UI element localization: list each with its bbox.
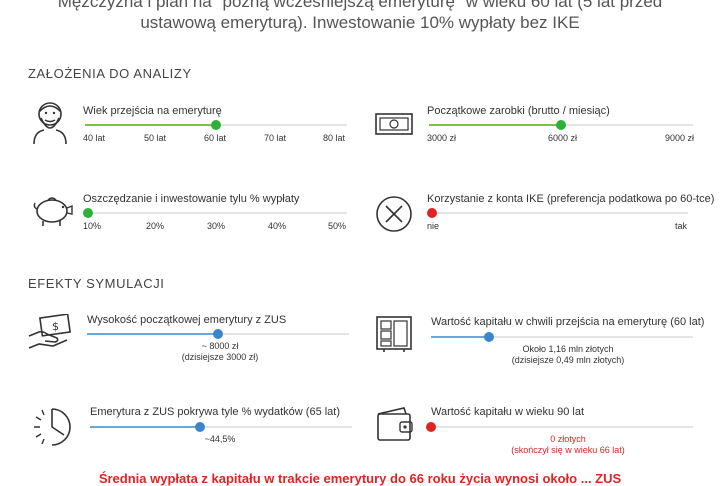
savings-tick-40: 40% (268, 221, 287, 231)
salary-slider-track[interactable] (429, 120, 693, 130)
age-slider-handle[interactable] (211, 120, 221, 130)
page-title-line-2: ustawową emeryturą). Inwestowanie 10% wy… (140, 13, 580, 32)
zus-pension-value: ~ 8000 zł (201, 341, 239, 351)
salary-slider-fill (429, 124, 561, 126)
capital-retirement-today-value: (dzisiejsze 0,49 mln złotych) (511, 355, 625, 365)
piggy-bank-icon (33, 197, 73, 226)
effects-heading: EFEKTY SYMULACJI (28, 276, 165, 291)
savings-tick-10: 10% (83, 221, 102, 231)
savings-slider-track[interactable] (83, 208, 347, 218)
salary-tick-9000: 9000 zł (665, 133, 695, 143)
capital-retirement-track (431, 332, 693, 342)
coverage-marker (195, 422, 206, 432)
coverage-fill (90, 426, 201, 428)
age-tick-60: 60 lat (204, 133, 227, 143)
wallet-icon (377, 407, 413, 441)
capital-retirement-value: Około 1,16 mln złotych (522, 344, 614, 354)
cash-hand-icon: $ (28, 314, 72, 349)
capital-90-track (426, 422, 693, 432)
capital-retirement-fill (431, 336, 489, 338)
capital-90-value: 0 złotych (550, 434, 586, 444)
banknote-icon (375, 113, 413, 135)
zus-pension-track (87, 329, 349, 339)
savings-tick-20: 20% (146, 221, 165, 231)
clock-icon (34, 408, 71, 446)
zus-pension-label: Wysokość początkowej emerytury z ZUS (87, 314, 287, 326)
age-slider-track[interactable] (85, 120, 347, 130)
savings-tick-30: 30% (207, 221, 226, 231)
assumptions-heading: ZAŁOŻENIA DO ANALIZY (28, 66, 192, 81)
bearded-man-icon (33, 102, 67, 144)
age-tick-50: 50 lat (144, 133, 167, 143)
ike-tick-no: nie (427, 221, 440, 231)
savings-tick-50: 50% (328, 221, 347, 231)
ike-slider-track[interactable] (427, 208, 688, 218)
capital-retirement-marker (483, 332, 494, 342)
coverage-track (90, 422, 352, 432)
salary-slider-handle[interactable] (556, 120, 566, 130)
age-tick-80: 80 lat (323, 133, 346, 143)
zus-pension-fill (87, 333, 218, 335)
capital-90-depleted-note: (skończył się w wieku 66 lat) (511, 445, 625, 455)
ike-slider-label: Korzystanie z konta IKE (preferencja pod… (427, 193, 715, 205)
zus-pension-today-value: (dzisiejsze 3000 zł) (181, 352, 259, 362)
footer-summary: Średnia wypłata z kapitału w trakcie eme… (98, 471, 622, 486)
savings-slider-handle[interactable] (83, 208, 93, 218)
age-slider-fill (85, 124, 216, 126)
capital-retirement-label: Wartość kapitału w chwili przejścia na e… (431, 316, 705, 328)
safe-icon (376, 316, 412, 352)
age-tick-70: 70 lat (264, 133, 287, 143)
x-circle-icon (376, 196, 412, 232)
ike-slider-handle[interactable] (427, 208, 437, 218)
zus-pension-marker (213, 329, 223, 339)
savings-slider-label: Oszczędzanie i inwestowanie tylu % wypła… (83, 193, 300, 205)
coverage-value: ~44,5% (204, 434, 236, 444)
svg-text:$: $ (52, 320, 59, 333)
age-slider-label: Wiek przejścia na emeryturę (83, 105, 222, 117)
capital-90-label: Wartość kapitału w wieku 90 lat (431, 406, 585, 418)
capital-90-marker (426, 422, 436, 432)
coverage-label: Emerytura z ZUS pokrywa tyle % wydatków … (90, 406, 341, 418)
salary-slider-label: Początkowe zarobki (brutto / miesiąc) (427, 105, 610, 117)
age-tick-40: 40 lat (83, 133, 106, 143)
salary-tick-6000: 6000 zł (548, 133, 578, 143)
ike-tick-yes: tak (675, 221, 688, 231)
salary-tick-3000: 3000 zł (427, 133, 457, 143)
page-title-line-1: Mężczyzna i plan na "późną wcześniejszą … (57, 0, 663, 11)
